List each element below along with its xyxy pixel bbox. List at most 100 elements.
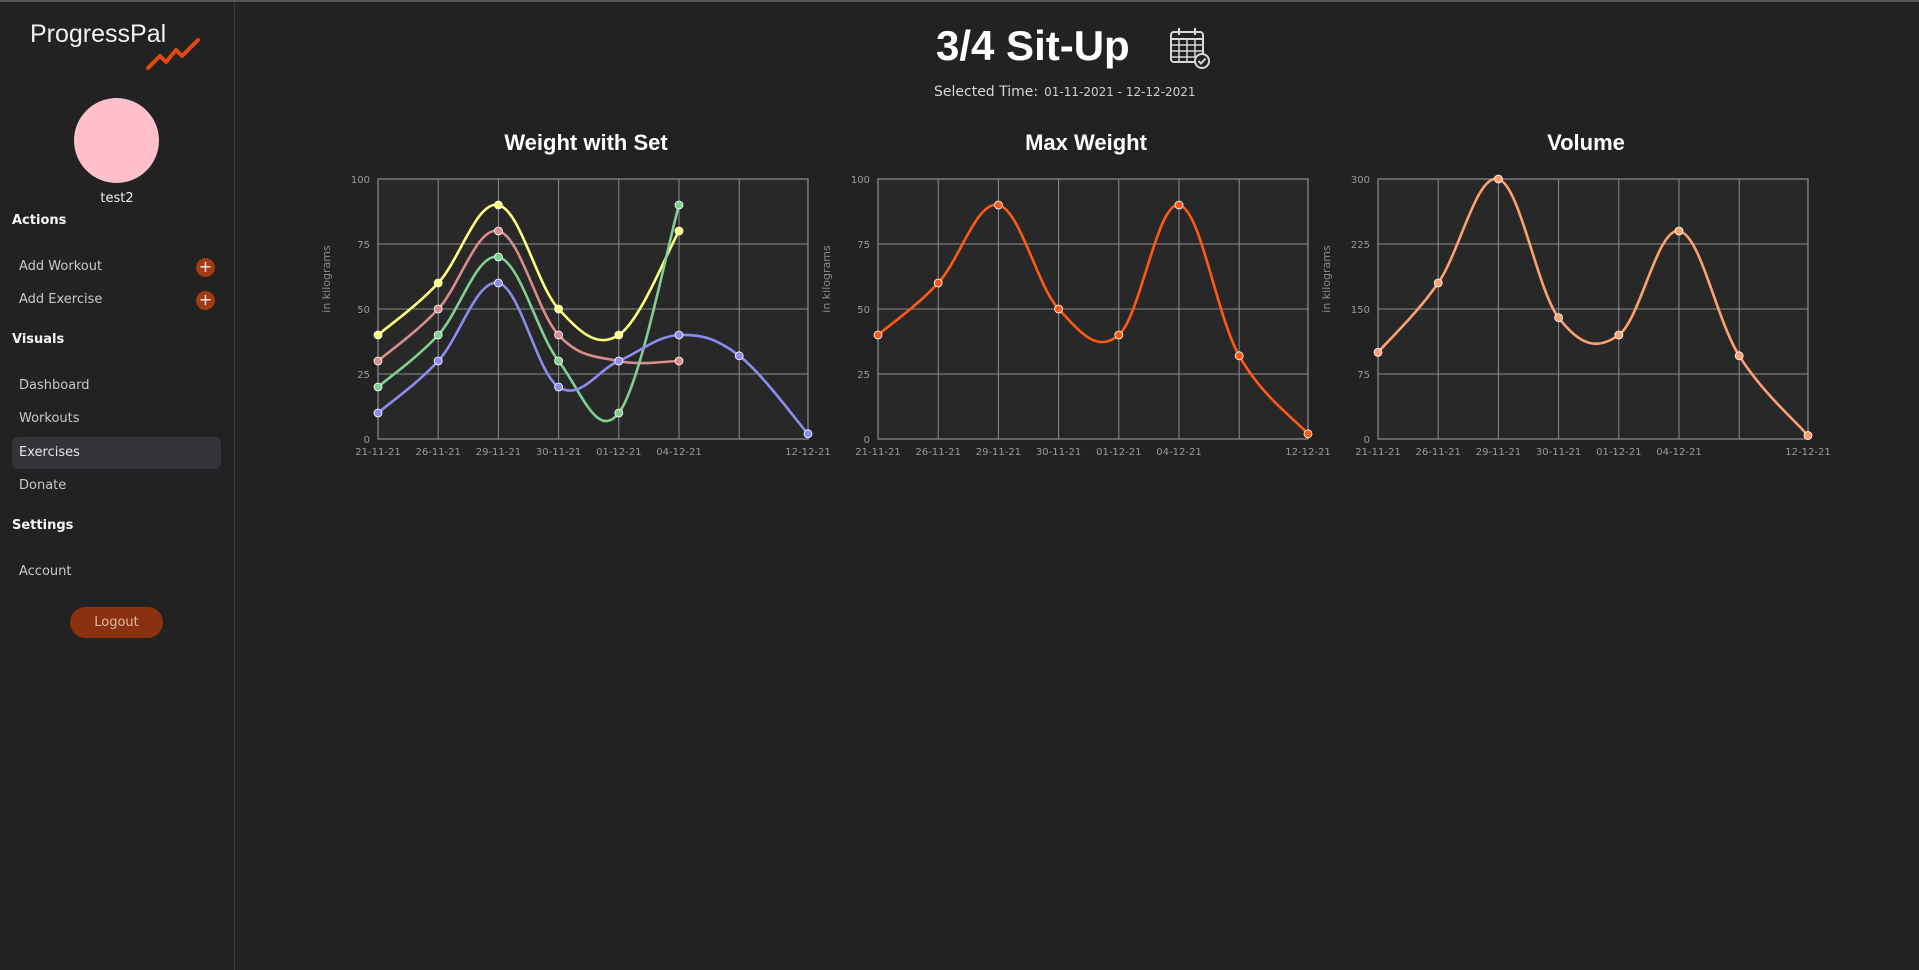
data-point bbox=[1114, 330, 1124, 340]
x-tick-label: 04-12-21 bbox=[1156, 447, 1201, 458]
data-point bbox=[554, 356, 563, 366]
data-point bbox=[994, 200, 1003, 210]
data-point bbox=[493, 226, 503, 236]
sidebar: ProgressPal test2 Actions Add Workout + … bbox=[0, 2, 235, 970]
data-point bbox=[1303, 429, 1313, 439]
section-settings: Settings bbox=[12, 518, 74, 533]
selected-time-range: 01-11-2021 - 12-12-2021 bbox=[1044, 85, 1196, 99]
data-point bbox=[614, 330, 624, 340]
data-point bbox=[674, 226, 684, 236]
x-tick-label: 04-12-21 bbox=[1656, 447, 1701, 458]
data-point bbox=[493, 252, 503, 262]
y-tick-label: 75 bbox=[357, 240, 370, 251]
avatar[interactable] bbox=[74, 98, 159, 183]
selected-time-label: Selected Time: bbox=[934, 84, 1039, 100]
sidebar-item-account[interactable]: Account bbox=[19, 564, 72, 579]
x-tick-label: 04-12-21 bbox=[656, 447, 701, 458]
data-point bbox=[1054, 304, 1063, 314]
x-tick-label: 26-11-21 bbox=[416, 447, 461, 458]
data-point bbox=[873, 330, 883, 340]
y-tick-label: 150 bbox=[1351, 305, 1370, 316]
y-tick-label: 100 bbox=[851, 175, 870, 186]
y-axis-label: in kilograms bbox=[820, 245, 833, 313]
x-tick-label: 12-12-21 bbox=[785, 447, 830, 458]
y-tick-label: 0 bbox=[864, 435, 870, 446]
data-point bbox=[1494, 174, 1503, 184]
section-visuals: Visuals bbox=[12, 332, 65, 347]
data-point bbox=[373, 356, 383, 366]
y-axis-label: in kilograms bbox=[1320, 245, 1333, 313]
x-tick-label: 29-11-21 bbox=[976, 447, 1021, 458]
x-tick-label: 29-11-21 bbox=[476, 447, 521, 458]
data-point bbox=[373, 330, 383, 340]
add-workout-label: Add Workout bbox=[19, 259, 103, 274]
sidebar-item-workouts[interactable]: Workouts bbox=[19, 411, 80, 426]
data-point bbox=[933, 278, 943, 288]
logout-button[interactable]: Logout bbox=[70, 607, 163, 638]
y-tick-label: 50 bbox=[857, 305, 870, 316]
calendar-icon[interactable] bbox=[1168, 25, 1212, 69]
x-tick-label: 29-11-21 bbox=[1476, 447, 1521, 458]
data-point bbox=[1554, 313, 1563, 323]
section-actions: Actions bbox=[12, 213, 67, 228]
data-point bbox=[1174, 200, 1184, 210]
data-point bbox=[1234, 351, 1244, 361]
y-tick-label: 50 bbox=[357, 305, 370, 316]
chart-title-volume: Volume bbox=[1547, 130, 1625, 155]
data-point bbox=[1674, 226, 1684, 236]
data-point bbox=[1433, 278, 1443, 288]
data-point bbox=[803, 429, 813, 439]
sidebar-item-exercises[interactable]: Exercises bbox=[12, 437, 221, 469]
y-tick-label: 225 bbox=[1351, 240, 1370, 251]
x-tick-label: 30-11-21 bbox=[1036, 447, 1081, 458]
x-tick-label: 26-11-21 bbox=[1416, 447, 1461, 458]
username: test2 bbox=[100, 191, 134, 206]
data-point bbox=[614, 408, 624, 418]
x-tick-label: 12-12-21 bbox=[1785, 447, 1830, 458]
data-point bbox=[554, 330, 563, 340]
selected-time: Selected Time: 01-11-2021 - 12-12-2021 bbox=[934, 84, 1196, 100]
data-point bbox=[433, 304, 443, 314]
y-tick-label: 0 bbox=[364, 435, 370, 446]
chart-title-weight-with-set: Weight with Set bbox=[504, 130, 668, 155]
x-tick-label: 12-12-21 bbox=[1285, 447, 1330, 458]
plus-icon[interactable]: + bbox=[196, 258, 215, 277]
data-point bbox=[674, 330, 684, 340]
data-point bbox=[1803, 431, 1813, 440]
data-point bbox=[614, 356, 624, 366]
sidebar-item-dashboard[interactable]: Dashboard bbox=[19, 378, 90, 393]
y-tick-label: 25 bbox=[357, 370, 370, 381]
y-tick-label: 75 bbox=[1357, 370, 1370, 381]
data-point bbox=[554, 382, 563, 392]
data-point bbox=[734, 351, 744, 361]
x-tick-label: 01-12-21 bbox=[596, 447, 641, 458]
y-tick-label: 75 bbox=[857, 240, 870, 251]
data-point bbox=[674, 200, 684, 210]
y-tick-label: 25 bbox=[857, 370, 870, 381]
page-title: 3/4 Sit-Up bbox=[936, 22, 1130, 69]
sidebar-item-donate[interactable]: Donate bbox=[19, 478, 67, 493]
y-tick-label: 0 bbox=[1364, 435, 1370, 446]
chart-title-max-weight: Max Weight bbox=[1025, 130, 1147, 155]
data-point bbox=[674, 356, 684, 366]
app-logo: ProgressPal bbox=[30, 20, 167, 48]
add-exercise-button[interactable]: Add Exercise + bbox=[12, 284, 221, 316]
y-tick-label: 300 bbox=[1351, 175, 1370, 186]
data-point bbox=[493, 200, 503, 210]
data-point bbox=[1614, 330, 1624, 340]
x-tick-label: 21-11-21 bbox=[1355, 447, 1400, 458]
y-tick-label: 100 bbox=[351, 175, 370, 186]
trend-logo-icon bbox=[146, 38, 200, 70]
plus-icon[interactable]: + bbox=[196, 291, 215, 310]
window-top-border bbox=[0, 0, 1919, 2]
x-tick-label: 21-11-21 bbox=[855, 447, 900, 458]
x-tick-label: 26-11-21 bbox=[916, 447, 961, 458]
series-line bbox=[1377, 177, 1809, 437]
data-point bbox=[373, 408, 383, 418]
y-axis-label: in kilograms bbox=[320, 245, 333, 313]
add-workout-button[interactable]: Add Workout + bbox=[12, 251, 221, 283]
data-point bbox=[433, 356, 443, 366]
x-tick-label: 01-12-21 bbox=[1096, 447, 1141, 458]
x-tick-label: 21-11-21 bbox=[355, 447, 400, 458]
